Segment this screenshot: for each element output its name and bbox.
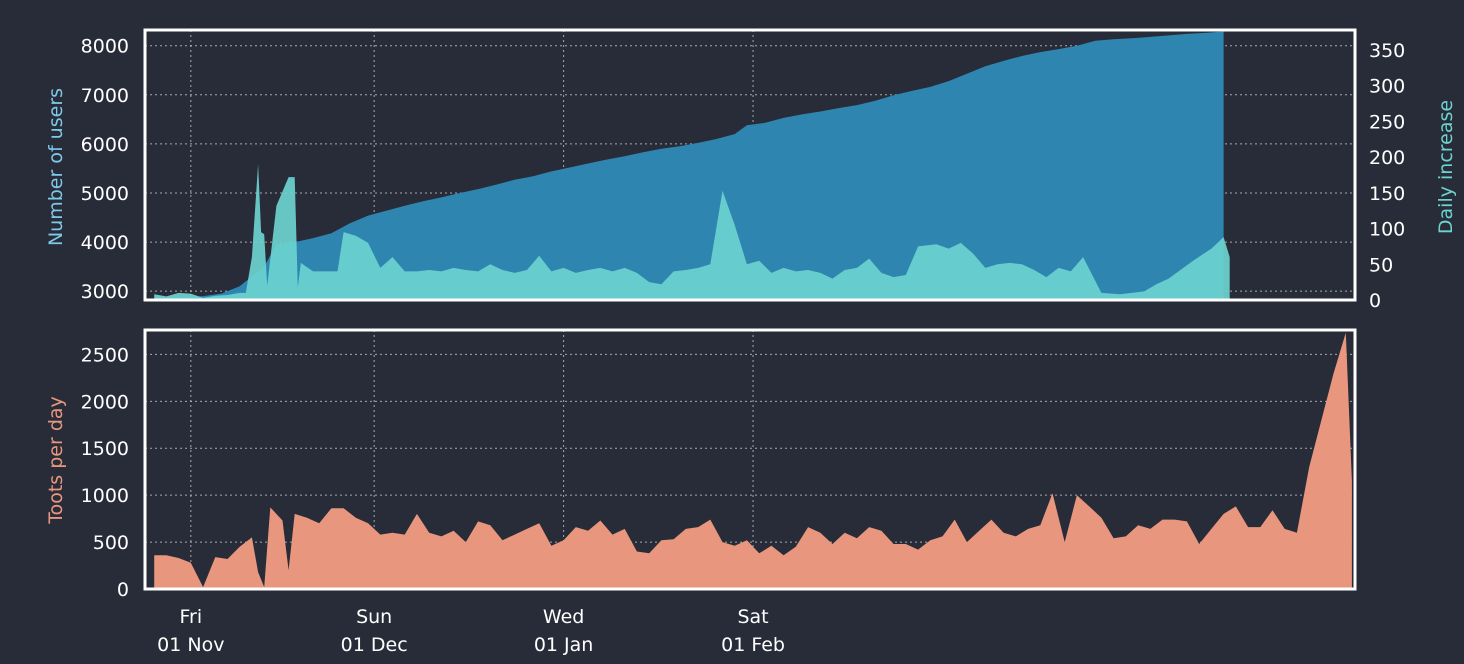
date-tick-label: 01 Nov — [157, 634, 224, 656]
users-tick-label: 5000 — [81, 183, 129, 205]
users-area — [154, 31, 1224, 300]
date-axis-ticks: Fri 01 Nov Sun 01 Dec Wed 01 Jan Sat 01 Feb — [157, 606, 785, 656]
toots-area — [154, 332, 1352, 589]
daily-tick-label: 0 — [1369, 290, 1381, 312]
toots-tick-label: 1500 — [81, 438, 129, 460]
users-axis-label: Number of users — [45, 88, 67, 246]
users-panel-frame — [143, 28, 1357, 302]
users-tick-label: 6000 — [81, 134, 129, 156]
date-tick-weekday: Sun — [356, 606, 392, 628]
date-tick-label: 01 Dec — [341, 634, 408, 656]
daily-tick-label: 300 — [1369, 76, 1405, 98]
daily-increase-area — [154, 164, 1230, 300]
daily-axis-label: Daily increase — [1435, 100, 1457, 234]
date-tick-label: 01 Jan — [534, 634, 594, 656]
date-tick-label: 01 Feb — [721, 634, 785, 656]
users-tick-label: 3000 — [81, 281, 129, 303]
daily-tick-label: 350 — [1369, 40, 1405, 62]
toots-tick-label: 2000 — [81, 391, 129, 413]
toots-tick-label: 0 — [117, 579, 129, 601]
users-axis-ticks: 3000 4000 5000 6000 7000 8000 — [81, 36, 129, 303]
daily-tick-label: 100 — [1369, 219, 1405, 241]
toots-tick-label: 500 — [93, 532, 129, 554]
date-tick-weekday: Wed — [543, 606, 584, 628]
toots-tick-label: 2500 — [81, 344, 129, 366]
users-tick-label: 8000 — [81, 36, 129, 58]
users-tick-label: 7000 — [81, 85, 129, 107]
users-tick-label: 4000 — [81, 232, 129, 254]
daily-tick-label: 150 — [1369, 183, 1405, 205]
date-tick-weekday: Sat — [737, 606, 768, 628]
toots-axis-ticks: 0 500 1000 1500 2000 2500 — [81, 344, 129, 601]
toots-panel: 0 500 1000 1500 2000 2500 Toots per day — [45, 328, 1357, 601]
daily-axis-ticks: 0 50 100 150 200 250 300 350 — [1369, 40, 1405, 312]
toots-tick-label: 1000 — [81, 485, 129, 507]
users-panel: 3000 4000 5000 6000 7000 8000 0 50 100 150 200 250… — [45, 28, 1457, 312]
date-tick-weekday: Fri — [180, 606, 203, 628]
daily-tick-label: 250 — [1369, 111, 1405, 133]
daily-tick-label: 50 — [1369, 254, 1393, 276]
toots-panel-frame — [143, 328, 1357, 591]
toots-axis-label: Toots per day — [45, 396, 67, 525]
daily-tick-label: 200 — [1369, 147, 1405, 169]
